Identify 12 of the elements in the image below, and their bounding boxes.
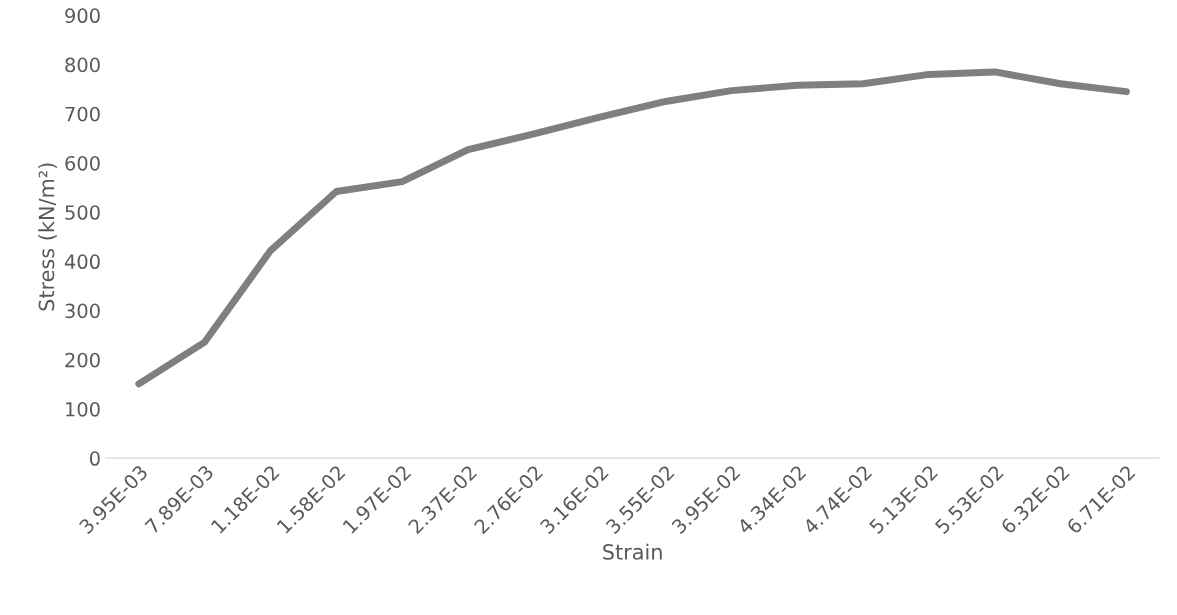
- x-axis-title: Strain: [603, 543, 662, 560]
- y-tick-label: 400: [64, 254, 100, 270]
- y-tick-label: 700: [65, 106, 100, 122]
- y-tick-label: 500: [65, 205, 100, 220]
- y-tick-label: 600: [65, 155, 100, 171]
- y-tick-label: 300: [65, 303, 100, 319]
- y-tick-label: 900: [65, 8, 100, 24]
- y-tick-label: 200: [65, 352, 100, 368]
- y-tick-label: 800: [65, 57, 100, 73]
- y-axis-title: Stress (kN/m²): [38, 163, 57, 311]
- y-tick-label: 100: [66, 401, 100, 417]
- y-tick-label: 0: [89, 451, 100, 466]
